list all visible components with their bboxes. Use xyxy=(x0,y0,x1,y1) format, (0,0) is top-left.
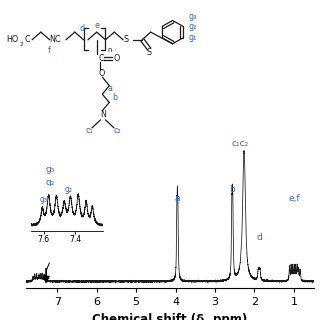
Text: HO: HO xyxy=(6,35,19,44)
X-axis label: Chemical shift (δ, ppm): Chemical shift (δ, ppm) xyxy=(92,313,247,320)
Text: C: C xyxy=(25,35,30,44)
Text: b: b xyxy=(229,185,235,194)
Text: g₁: g₁ xyxy=(45,194,55,203)
Text: n: n xyxy=(108,47,112,53)
Text: g₂: g₂ xyxy=(45,178,55,187)
Text: O: O xyxy=(98,69,105,78)
Text: 2: 2 xyxy=(20,42,23,47)
Text: N: N xyxy=(100,110,106,119)
Text: b: b xyxy=(112,93,117,102)
Text: c₁c₂: c₁c₂ xyxy=(232,139,249,148)
Text: NC: NC xyxy=(50,35,61,44)
Text: c₁: c₁ xyxy=(85,126,93,135)
Text: a: a xyxy=(108,84,113,93)
Text: C: C xyxy=(98,53,104,63)
Text: e: e xyxy=(94,20,99,29)
Text: g₃: g₃ xyxy=(188,12,197,21)
Text: c₂: c₂ xyxy=(113,126,121,135)
Text: e,f: e,f xyxy=(288,194,300,203)
Text: S: S xyxy=(123,35,128,44)
Text: g₁: g₁ xyxy=(188,33,197,42)
Text: g₂: g₂ xyxy=(188,22,197,31)
Text: O: O xyxy=(113,53,119,63)
Text: f: f xyxy=(48,46,51,55)
Text: d: d xyxy=(257,233,262,242)
Text: S: S xyxy=(147,48,152,57)
Text: g₃: g₃ xyxy=(45,165,55,174)
Text: d: d xyxy=(80,24,85,33)
Text: a: a xyxy=(175,194,180,203)
